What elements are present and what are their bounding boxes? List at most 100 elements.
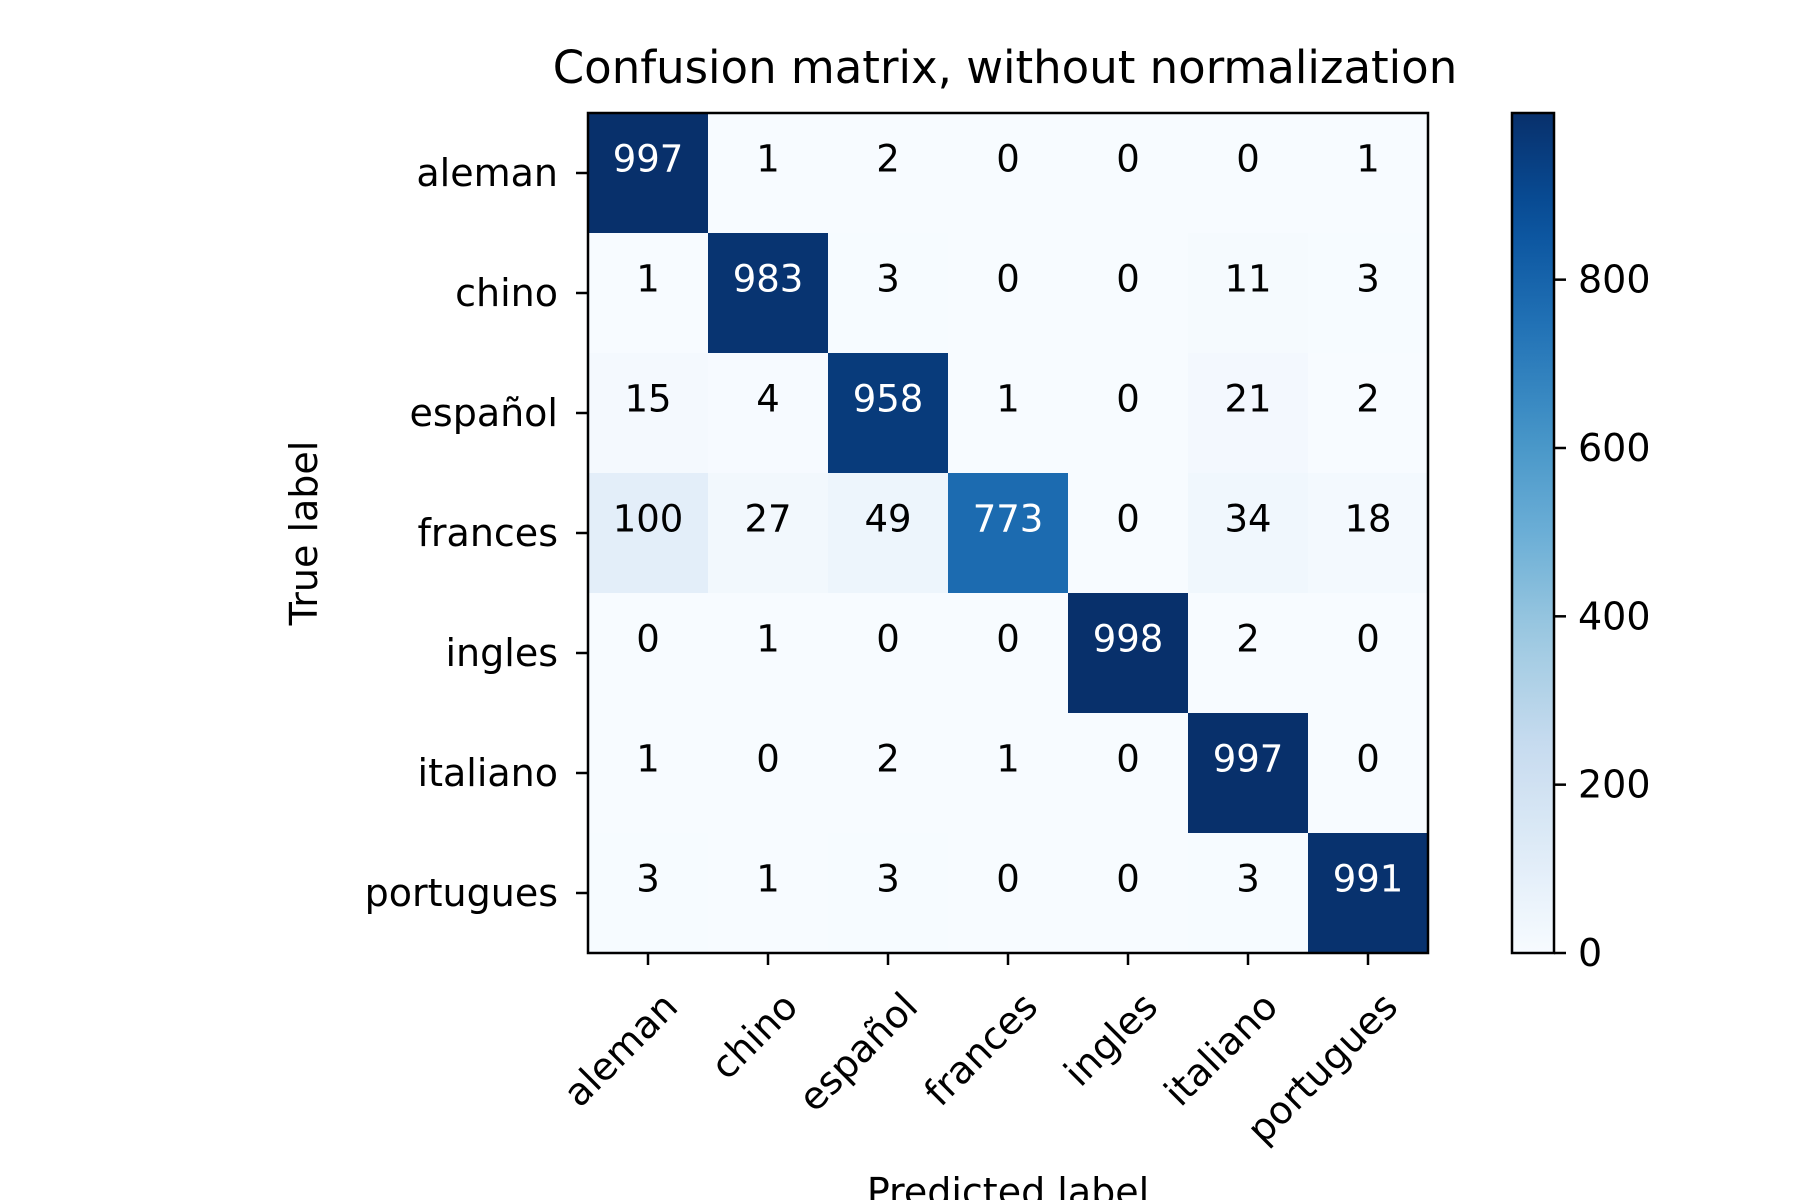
cell-value-label: 0	[996, 618, 1020, 661]
heatmap-cell	[588, 713, 709, 834]
heatmap-cell	[1068, 233, 1189, 354]
colorbar-tick-label: 600	[1578, 426, 1651, 470]
cell-value-label: 27	[744, 498, 791, 541]
heatmap-cell	[1068, 113, 1189, 234]
heatmap-cell	[828, 833, 949, 954]
heatmap-cell	[948, 353, 1069, 474]
cell-value-label: 15	[624, 378, 671, 421]
cell-value-label: 1	[636, 258, 660, 301]
cell-value-label: 1	[756, 138, 780, 181]
chart-title: Confusion matrix, without normalization	[553, 41, 1457, 94]
cell-value-label: 100	[613, 498, 684, 541]
cell-value-label: 0	[1236, 138, 1260, 181]
cell-value-label: 0	[1116, 138, 1140, 181]
heatmap-cell	[708, 473, 829, 594]
cell-value-label: 49	[864, 498, 911, 541]
cell-value-label: 34	[1224, 498, 1271, 541]
cell-value-label: 997	[1213, 738, 1284, 781]
heatmap-cell	[948, 233, 1069, 354]
cell-value-label: 3	[876, 858, 900, 901]
heatmap-cell	[948, 713, 1069, 834]
heatmap-cell	[708, 233, 829, 354]
heatmap-cell	[828, 353, 949, 474]
colorbar-ticks: 0 200 400 600 800	[1554, 258, 1651, 975]
heatmap-cell	[828, 593, 949, 714]
heatmap-cell	[828, 233, 949, 354]
heatmap-cell	[1068, 473, 1189, 594]
heatmap-cell	[588, 113, 709, 234]
cell-value-label: 1	[756, 858, 780, 901]
x-tick-label: ingles	[1056, 984, 1167, 1095]
y-tick-label: frances	[418, 511, 558, 555]
heatmap-cell	[708, 113, 829, 234]
colorbar-tick-label: 200	[1578, 763, 1651, 807]
heatmap-cell	[588, 473, 709, 594]
heatmap-cell	[1308, 593, 1429, 714]
heatmap-cell	[1188, 113, 1309, 234]
y-tick-label: ingles	[446, 631, 559, 675]
heatmap-cell	[1308, 233, 1429, 354]
y-tick-label: español	[410, 391, 558, 435]
heatmap-cell	[588, 593, 709, 714]
cell-value-label: 2	[1236, 618, 1260, 661]
heatmap-cell	[828, 473, 949, 594]
y-tick-label: chino	[455, 271, 558, 315]
y-axis-label: True label	[282, 441, 326, 627]
heatmap-cell	[1188, 593, 1309, 714]
cell-value-label: 0	[996, 138, 1020, 181]
cell-value-label: 983	[733, 258, 804, 301]
cell-value-label: 4	[756, 378, 780, 421]
heatmap-cell	[588, 833, 709, 954]
heatmap-cell	[588, 353, 709, 474]
cell-value-label: 0	[756, 738, 780, 781]
heatmap-cell	[1308, 833, 1429, 954]
heatmap-cell	[1308, 353, 1429, 474]
cell-value-label: 0	[1116, 258, 1140, 301]
heatmap-cell	[1188, 353, 1309, 474]
cell-value-label: 18	[1344, 498, 1391, 541]
heatmap-cell	[1188, 713, 1309, 834]
y-tick-label: aleman	[416, 151, 558, 195]
heatmap-cell	[948, 833, 1069, 954]
heatmap-cell	[708, 353, 829, 474]
heatmap-cell	[1188, 473, 1309, 594]
cell-value-label: 958	[853, 378, 924, 421]
x-tick-label: frances	[916, 984, 1046, 1114]
cell-value-label: 0	[996, 258, 1020, 301]
cell-value-label: 2	[876, 738, 900, 781]
heatmap-cell	[1188, 833, 1309, 954]
cell-value-label: 1	[996, 378, 1020, 421]
heatmap-cell	[948, 593, 1069, 714]
x-tick-label: aleman	[555, 984, 686, 1115]
cell-value-label: 1	[1356, 138, 1380, 181]
x-tick-label: español	[790, 984, 926, 1120]
cell-value-label: 21	[1224, 378, 1271, 421]
cell-value-label: 11	[1224, 258, 1271, 301]
y-tick-label: italiano	[418, 751, 558, 795]
y-tick-label: portugues	[365, 871, 558, 915]
heatmap-cell	[1068, 833, 1189, 954]
cell-value-label: 3	[636, 858, 660, 901]
cell-value-label: 773	[973, 498, 1044, 541]
cell-value-label: 1	[636, 738, 660, 781]
heatmap-cell	[828, 113, 949, 234]
cell-value-label: 991	[1333, 858, 1404, 901]
x-axis-label: Predicted label	[867, 1170, 1149, 1200]
heatmap-cell	[1068, 353, 1189, 474]
cell-value-label: 2	[876, 138, 900, 181]
heatmap-cell	[708, 833, 829, 954]
colorbar	[1510, 111, 1556, 955]
heatmap-cell	[1308, 713, 1429, 834]
heatmap-cell	[708, 713, 829, 834]
heatmap-cell	[708, 593, 829, 714]
cell-value-label: 0	[636, 618, 660, 661]
x-tick-label: chino	[702, 984, 806, 1088]
colorbar-tick-label: 0	[1578, 931, 1602, 975]
heatmap-cell	[1308, 473, 1429, 594]
cell-value-label: 0	[1116, 738, 1140, 781]
cell-value-label: 0	[1116, 858, 1140, 901]
cell-value-label: 997	[613, 138, 684, 181]
